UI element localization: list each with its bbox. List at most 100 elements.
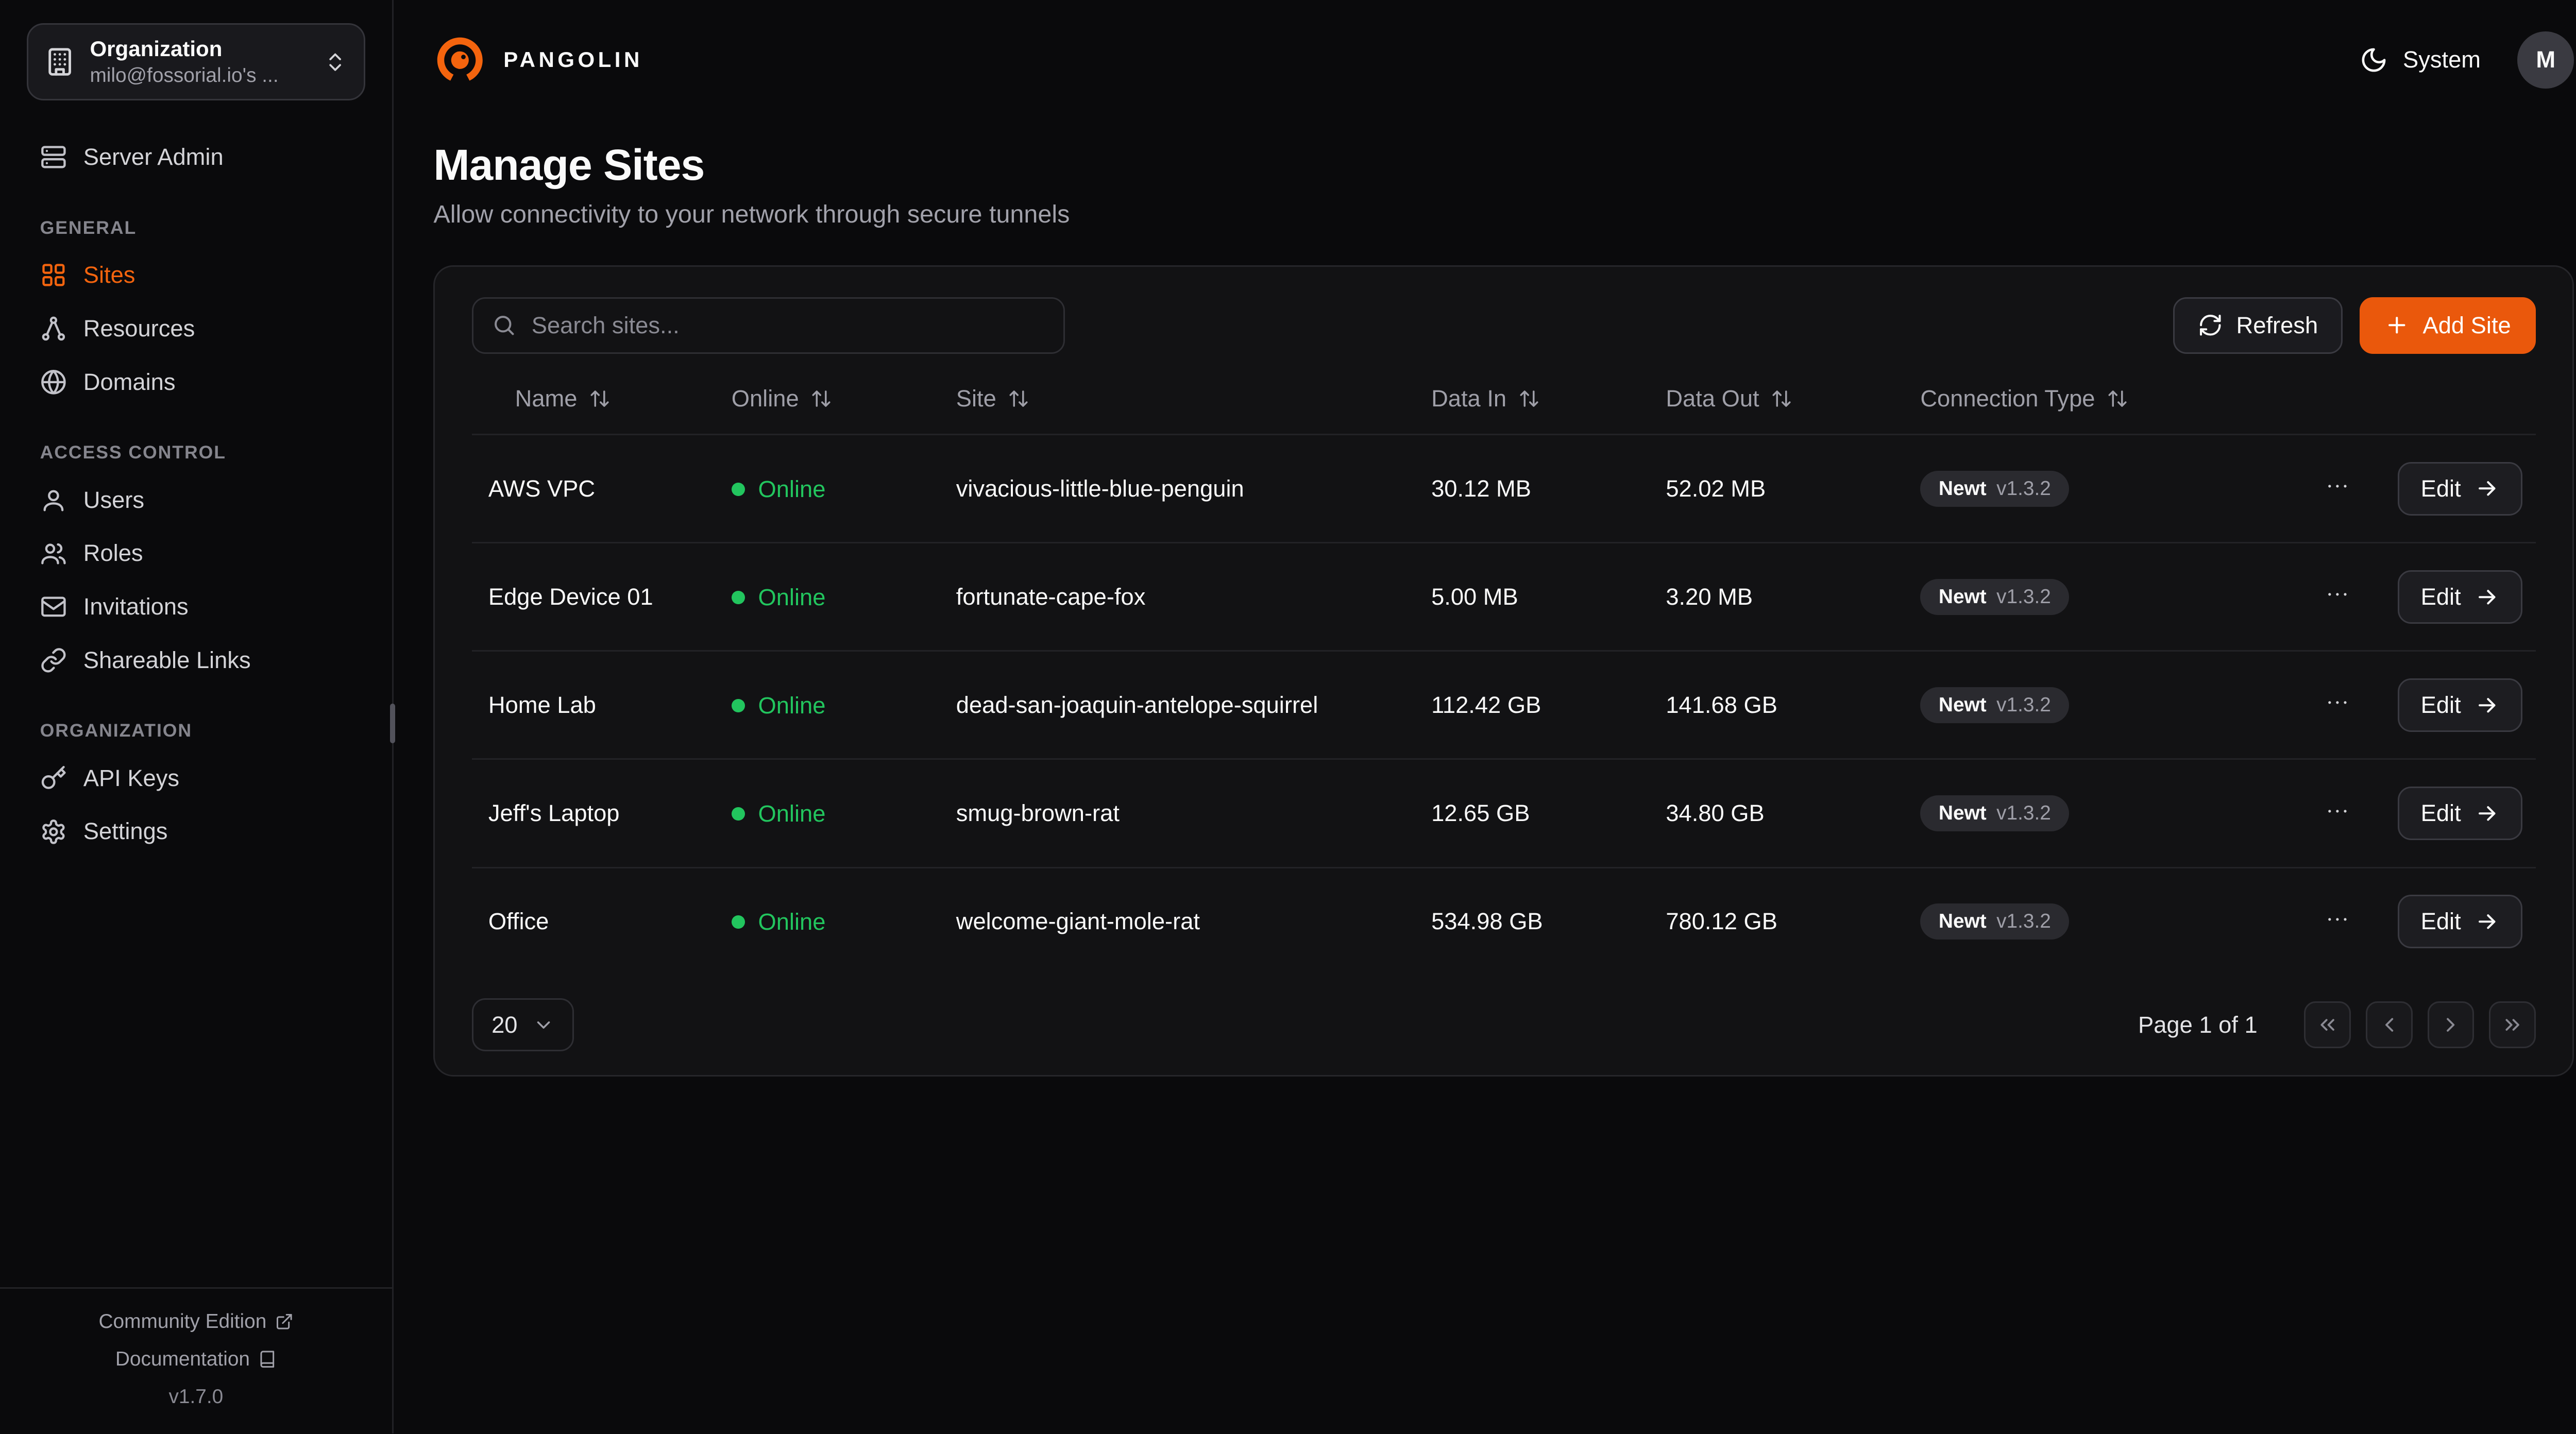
- data-in-value: 112.42 GB: [1431, 691, 1541, 718]
- data-in-value: 30.12 MB: [1431, 475, 1531, 502]
- edit-button[interactable]: Edit: [2397, 787, 2523, 840]
- sidebar-item-sites[interactable]: Sites: [27, 248, 365, 302]
- site-slug: fortunate-cape-fox: [956, 583, 1146, 610]
- data-out-value: 34.80 GB: [1666, 799, 1765, 826]
- arrow-up-down-icon: [1520, 390, 1538, 407]
- sites-card: Refresh Add Site Name: [433, 265, 2574, 1077]
- cell-actions: Edit: [2304, 758, 2536, 867]
- row-menu-button[interactable]: [2317, 466, 2358, 511]
- status-badge: Online: [731, 692, 825, 719]
- org-selector[interactable]: Organization milo@fossorial.io's ...: [26, 23, 365, 101]
- connection-type-badge: Newt v1.3.2: [1920, 795, 2070, 831]
- connection-type-version: v1.3.2: [1996, 801, 2051, 824]
- arrow-right-icon: [2478, 697, 2496, 713]
- globe-icon: [41, 369, 66, 395]
- connection-type-name: Newt: [1938, 801, 1987, 824]
- data-in-value: 534.98 GB: [1431, 908, 1543, 935]
- edit-button[interactable]: Edit: [2397, 895, 2523, 948]
- avatar[interactable]: M: [2517, 31, 2574, 89]
- sidebar-item-label: Settings: [83, 818, 168, 845]
- row-menu-button[interactable]: [2317, 791, 2358, 836]
- row-menu-button[interactable]: [2317, 683, 2358, 728]
- sidebar-resize-handle[interactable]: [390, 703, 396, 744]
- cell-data-in: 12.65 GB: [1418, 758, 1653, 867]
- edit-button[interactable]: Edit: [2397, 570, 2523, 624]
- theme-label: System: [2403, 46, 2481, 73]
- status-label: Online: [758, 475, 826, 502]
- sites-table: Name Online Site Data In Data Out Connec…: [471, 364, 2536, 975]
- search-input[interactable]: [531, 312, 1045, 339]
- cell-online: Online: [718, 866, 943, 975]
- row-menu-button[interactable]: [2317, 899, 2358, 944]
- column-label: Online: [731, 385, 799, 412]
- edit-button[interactable]: Edit: [2397, 462, 2523, 516]
- cell-online: Online: [718, 542, 943, 651]
- sidebar-item-invitations[interactable]: Invitations: [27, 580, 365, 634]
- table-row: Edge Device 01 Online fortunate-cape-fox…: [471, 542, 2536, 651]
- search-box: [471, 297, 1065, 354]
- topbar: PANGOLIN System M: [394, 0, 2576, 120]
- sidebar-item-server-admin[interactable]: Server Admin: [27, 130, 365, 184]
- sidebar-item-domains[interactable]: Domains: [27, 355, 365, 409]
- refresh-label: Refresh: [2236, 312, 2318, 338]
- toolbar-buttons: Refresh Add Site: [2173, 297, 2536, 354]
- refresh-button[interactable]: Refresh: [2173, 297, 2343, 354]
- ellipsis-icon: [2328, 593, 2347, 596]
- sidebar-item-resources[interactable]: Resources: [27, 302, 365, 355]
- column-header-site[interactable]: Site: [956, 385, 1030, 412]
- column-header-name[interactable]: Name: [515, 385, 611, 412]
- sidebar-item-label: Resources: [83, 315, 195, 342]
- chevron-left-icon: [2385, 1018, 2393, 1032]
- community-edition-link[interactable]: Community Edition: [99, 1310, 294, 1333]
- site-slug: dead-san-joaquin-antelope-squirrel: [956, 691, 1318, 718]
- link-icon: [41, 648, 66, 673]
- page-size-select[interactable]: 20: [471, 998, 574, 1052]
- edit-button[interactable]: Edit: [2397, 678, 2523, 732]
- column-label: Data In: [1431, 385, 1507, 412]
- documentation-link[interactable]: Documentation: [115, 1348, 277, 1371]
- connection-type-version: v1.3.2: [1996, 585, 2051, 608]
- column-header-data-in[interactable]: Data In: [1431, 385, 1540, 412]
- table-row: Office Online welcome-giant-mole-rat 534…: [471, 866, 2536, 975]
- column-header-connection-type[interactable]: Connection Type: [1920, 385, 2128, 412]
- arrow-right-icon: [2478, 806, 2496, 821]
- sidebar-footer: Community Edition Documentation v1.7.0: [0, 1287, 392, 1433]
- building-icon: [48, 48, 72, 76]
- column-header-online[interactable]: Online: [732, 385, 833, 412]
- sidebar-item-shareable-links[interactable]: Shareable Links: [27, 634, 365, 687]
- row-menu-button[interactable]: [2317, 574, 2358, 619]
- online-dot-icon: [731, 590, 745, 604]
- moon-icon: [2362, 48, 2386, 72]
- last-page-button[interactable]: [2489, 1001, 2536, 1048]
- cell-data-in: 112.42 GB: [1418, 650, 1653, 759]
- cell-data-out: 780.12 GB: [1652, 866, 1907, 975]
- site-name: AWS VPC: [488, 475, 596, 502]
- connection-type-badge: Newt v1.3.2: [1920, 578, 2070, 615]
- theme-toggle[interactable]: System: [2360, 46, 2481, 74]
- cell-name: AWS VPC: [471, 434, 718, 543]
- next-page-button[interactable]: [2427, 1001, 2475, 1048]
- cell-connection-type: Newt v1.3.2: [1907, 866, 2304, 975]
- sidebar-item-api-keys[interactable]: API Keys: [27, 752, 365, 805]
- sidebar-item-roles[interactable]: Roles: [27, 526, 365, 580]
- sidebar-item-settings[interactable]: Settings: [27, 805, 365, 859]
- ellipsis-icon: [2328, 701, 2347, 704]
- column-header-data-out[interactable]: Data Out: [1666, 385, 1792, 412]
- first-page-button[interactable]: [2304, 1001, 2351, 1048]
- arrow-up-down-icon: [812, 390, 831, 407]
- connection-type-version: v1.3.2: [1996, 910, 2051, 933]
- page-indicator: Page 1 of 1: [2138, 1011, 2258, 1038]
- cell-connection-type: Newt v1.3.2: [1907, 650, 2304, 759]
- site-name: Home Lab: [488, 691, 596, 718]
- previous-page-button[interactable]: [2366, 1001, 2413, 1048]
- add-site-button[interactable]: Add Site: [2359, 297, 2536, 354]
- sites-toolbar: Refresh Add Site: [471, 297, 2536, 354]
- connection-type-name: Newt: [1938, 585, 1987, 608]
- cell-actions: Edit: [2304, 650, 2536, 759]
- cell-data-in: 5.00 MB: [1418, 542, 1653, 651]
- brand-name: PANGOLIN: [503, 47, 643, 72]
- table-row: Jeff's Laptop Online smug-brown-rat 12.6…: [471, 758, 2536, 867]
- sidebar-item-users[interactable]: Users: [27, 473, 365, 527]
- page-size-value: 20: [492, 1011, 518, 1038]
